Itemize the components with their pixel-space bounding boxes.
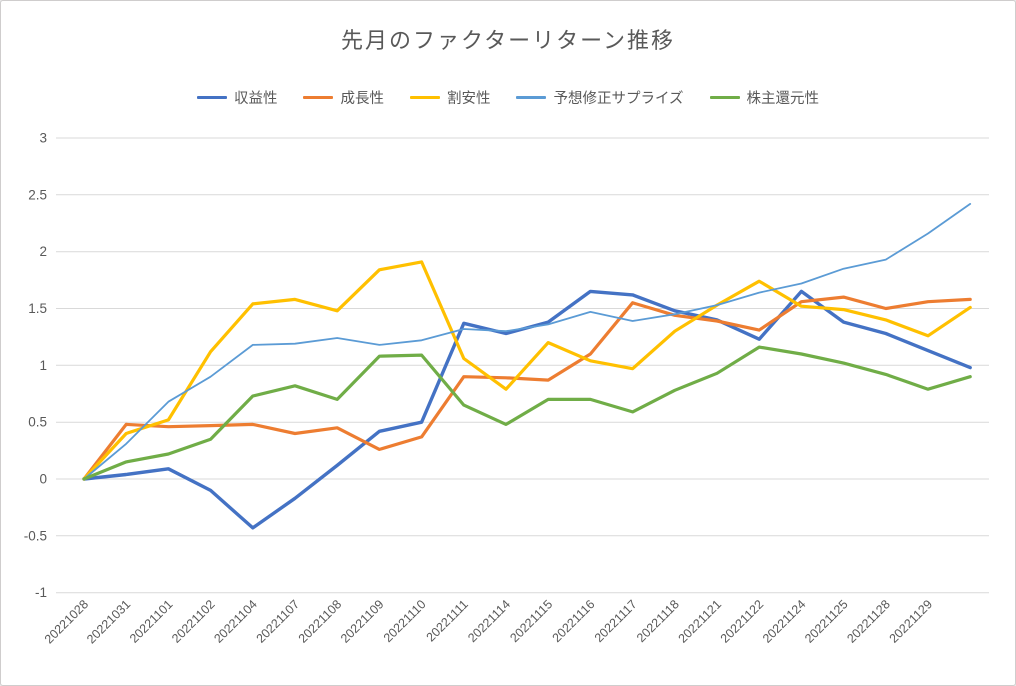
legend-swatch-icon (709, 95, 740, 100)
y-tick-label: 0 (39, 472, 47, 487)
legend: 収益性 成長性 割安性 予想修正サプライズ 株主還元性 (1, 87, 1015, 108)
x-tick-label: 20221111 (424, 597, 471, 644)
legend-swatch-icon (409, 95, 440, 100)
x-tick-label: 20221125 (802, 597, 851, 646)
legend-swatch-icon (303, 95, 334, 100)
legend-label: 割安性 (446, 91, 491, 107)
legend-item: 株主還元性 (709, 87, 820, 108)
y-tick-label: -0.5 (24, 528, 47, 543)
x-tick-label: 20221107 (254, 597, 303, 646)
x-tick-label: 20221129 (887, 597, 936, 646)
x-tick-label: 20221109 (338, 597, 387, 646)
x-tick-label: 20221118 (634, 597, 682, 645)
x-tick-label: 20221028 (42, 597, 91, 646)
legend-label: 成長性 (340, 91, 384, 107)
x-tick-label: 20221031 (84, 597, 133, 646)
series-line-成長性 (82, 295, 972, 481)
x-tick-label: 20221121 (676, 597, 725, 646)
y-tick-label: 1.5 (28, 301, 47, 316)
legend-item: 成長性 (303, 87, 384, 108)
legend-item: 収益性 (196, 87, 278, 108)
legend-item: 割安性 (409, 87, 491, 108)
y-tick-label: 0.5 (28, 415, 47, 430)
x-tick-label: 20221128 (844, 597, 893, 646)
x-tick-label: 20221108 (296, 597, 345, 646)
legend-swatch-icon (196, 95, 227, 100)
y-tick-label: 2.5 (28, 187, 47, 202)
series-line-株主還元性 (82, 345, 972, 481)
series-line-割安性 (82, 260, 972, 481)
x-tick-label: 20221101 (127, 597, 176, 646)
legend-item: 予想修正サプライズ (516, 87, 684, 108)
x-tick-label: 20221110 (381, 597, 429, 645)
legend-label: 株主還元性 (746, 91, 820, 107)
chart-title: 先月のファクターリターン推移 (340, 28, 676, 53)
series-line-収益性 (82, 289, 972, 530)
legend-label: 予想修正サプライズ (553, 91, 684, 107)
y-tick-label: 3 (39, 131, 47, 146)
legend-label: 収益性 (233, 91, 278, 107)
x-tick-label: 20221116 (550, 597, 598, 645)
x-tick-label: 20221104 (211, 597, 260, 646)
x-tick-label: 20221124 (760, 597, 809, 646)
x-tick-label: 20221117 (592, 597, 640, 645)
x-tick-label: 20221122 (718, 597, 767, 646)
legend-swatch-icon (516, 96, 547, 99)
series-line-予想修正サプライズ (83, 202, 972, 480)
y-tick-label: 2 (39, 244, 47, 259)
x-tick-label: 20221115 (507, 597, 555, 645)
x-tick-label: 20221102 (169, 597, 218, 646)
x-tick-label: 20221114 (465, 597, 513, 645)
y-tick-label: -1 (35, 585, 47, 600)
y-tick-label: 1 (39, 358, 47, 373)
